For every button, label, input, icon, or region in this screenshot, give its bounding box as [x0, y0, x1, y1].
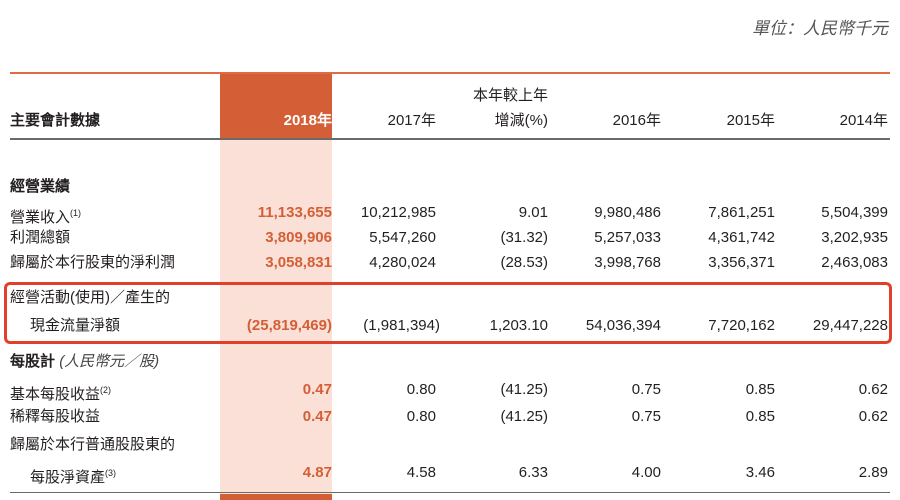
- cell: 0.85: [745, 381, 775, 398]
- footnote: (3): [105, 468, 117, 478]
- unit-label: 單位：人民幣千元: [752, 19, 888, 38]
- cell: (1,981,394): [363, 317, 440, 334]
- cell: 0.47: [302, 381, 332, 398]
- row-label: 每股淨資產(3): [30, 461, 116, 490]
- cell: (41.25): [500, 381, 548, 398]
- subtitle-text: (人民幣元／股): [59, 353, 160, 370]
- col-2016: 2016年: [612, 112, 661, 129]
- highlight-header-2018: [220, 74, 332, 138]
- cell: (41.25): [500, 408, 548, 425]
- row-label: 基本每股收益(2): [10, 378, 111, 407]
- cell: 11,133,655: [257, 204, 332, 221]
- cell: 3,356,371: [708, 254, 775, 271]
- cell: 3,998,768: [594, 254, 661, 271]
- header-change-top: 本年較上年: [0, 84, 900, 108]
- cell: 1,203.10: [489, 317, 548, 334]
- col-2017: 2017年: [387, 112, 436, 129]
- cell: 4.87: [302, 464, 332, 481]
- section-per-share-title: 每股計 (人民幣元／股): [10, 350, 159, 374]
- cell: 5,257,033: [594, 229, 661, 246]
- cell: 6.33: [518, 464, 548, 481]
- cell: 4.00: [631, 464, 661, 481]
- bottom-bar-2018: [220, 494, 332, 500]
- table-row: 歸屬於本行股東的淨利潤 3,058,831 4,280,024 (28.53) 3,9…: [0, 251, 900, 275]
- row-label: 歸屬於本行股東的淨利潤: [10, 254, 176, 271]
- cell: 3.46: [745, 464, 775, 481]
- cell: 3,058,831: [265, 254, 332, 271]
- cell: 7,861,251: [708, 204, 775, 221]
- section-title: 經營業績: [0, 175, 900, 199]
- col-2015: 2015年: [726, 112, 775, 129]
- change-header-top: 本年較上年: [472, 87, 548, 104]
- highlight-column-2018: [220, 74, 332, 500]
- row-label: 稀釋每股收益: [10, 408, 101, 425]
- title-text: 每股計: [10, 353, 56, 370]
- top-rule: [10, 72, 890, 74]
- table-row: 營業收入(1) 11,133,655 10,212,985 9.01 9,980,48…: [0, 201, 900, 226]
- label-text: 營業收入: [10, 209, 71, 226]
- cell: 4,280,024: [369, 254, 436, 271]
- label-text: 每股淨資產: [30, 469, 106, 486]
- row-label: 營業收入(1): [10, 201, 81, 230]
- footnote: (1): [70, 208, 82, 218]
- cell: 3,202,935: [821, 229, 888, 246]
- row-label: 歸屬於本行普通股股東的: [10, 436, 176, 453]
- table-row: 每股淨資產(3) 4.87 4.58 6.33 4.00 3.46 2.89: [0, 461, 900, 486]
- cell: 0.47: [302, 408, 332, 425]
- bottom-rule: [10, 492, 890, 493]
- cell: 29,447,228: [812, 317, 888, 334]
- header-rule: [10, 138, 890, 140]
- cell: (28.53): [500, 254, 548, 271]
- section-operating-title: 經營業績: [10, 178, 71, 195]
- table-row: 歸屬於本行普通股股東的: [0, 433, 900, 457]
- cell: 2,463,083: [821, 254, 888, 271]
- cell: 0.80: [406, 381, 436, 398]
- table-row: 經營活動(使用)／產生的: [0, 286, 900, 310]
- cell: 0.62: [858, 381, 888, 398]
- table-row-cashflow: 現金流量淨額 (25,819,469) (1,981,394) 1,203.10 54…: [0, 314, 900, 338]
- cell: 0.62: [858, 408, 888, 425]
- header-row: 主要會計數據 2018年 2017年 增減(%) 2016年 2015年 201…: [0, 109, 900, 133]
- cell: 5,547,260: [369, 229, 436, 246]
- cell: 4,361,742: [708, 229, 775, 246]
- cell: 3,809,906: [265, 229, 332, 246]
- cell: 10,212,985: [360, 204, 436, 221]
- cell: (31.32): [500, 229, 548, 246]
- row-label: 現金流量淨額: [30, 317, 121, 334]
- cell: 5,504,399: [821, 204, 888, 221]
- table-row: 利潤總額 3,809,906 5,547,260 (31.32) 5,257,033 4…: [0, 226, 900, 250]
- cell: 2.89: [858, 464, 888, 481]
- footnote: (2): [100, 385, 112, 395]
- cell: 4.58: [406, 464, 436, 481]
- cell: 9.01: [518, 204, 548, 221]
- label-text: 基本每股收益: [10, 386, 101, 403]
- cell: 7,720,162: [708, 317, 775, 334]
- row-label: 經營活動(使用)／產生的: [10, 289, 170, 306]
- col-2014: 2014年: [839, 112, 888, 129]
- cell: 9,980,486: [594, 204, 661, 221]
- section-title: 每股計 (人民幣元／股): [0, 350, 900, 374]
- col-2018: 2018年: [283, 112, 332, 129]
- cell: 0.75: [631, 408, 661, 425]
- cell: 0.85: [745, 408, 775, 425]
- table-row: 基本每股收益(2) 0.47 0.80 (41.25) 0.75 0.85 0.62: [0, 378, 900, 403]
- cell: 54,036,394: [585, 317, 661, 334]
- highlight-box-cashflow: [4, 282, 892, 344]
- cell: 0.75: [631, 381, 661, 398]
- row-label: 利潤總額: [10, 229, 71, 246]
- header-label: 主要會計數據: [10, 112, 101, 129]
- cell: (25,819,469): [246, 317, 332, 334]
- table-row: 稀釋每股收益 0.47 0.80 (41.25) 0.75 0.85 0.62: [0, 405, 900, 429]
- cell: 0.80: [406, 408, 436, 425]
- col-change: 增減(%): [494, 112, 548, 129]
